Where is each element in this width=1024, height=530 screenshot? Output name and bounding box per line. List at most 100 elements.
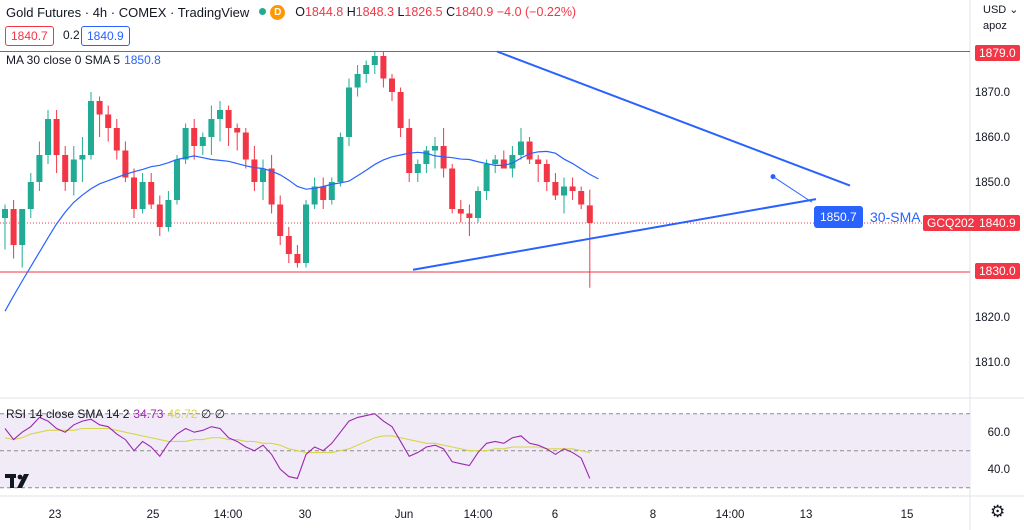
ma-legend-label: MA 30 close 0 SMA 5 (6, 53, 121, 67)
price-tick-label: 1810.0 (975, 357, 1010, 369)
chevron-down-icon: ⌄ (1009, 4, 1019, 16)
candle-body (139, 182, 146, 209)
candle-body (156, 204, 163, 227)
time-tick-label: 15 (901, 509, 914, 521)
candle-body (251, 159, 258, 182)
gear-icon[interactable]: ⚙ (990, 502, 1006, 521)
rsi-legend-label: RSI 14 close SMA 14 2 (6, 407, 130, 421)
candle-body (328, 182, 335, 200)
candle-body (45, 119, 51, 155)
candle-body (466, 213, 473, 218)
candle-body (586, 205, 593, 223)
candle-body (79, 155, 86, 160)
time-tick-label: 8 (650, 509, 656, 521)
candle-body (148, 182, 155, 205)
candle-body (208, 119, 215, 137)
time-tick-label: 6 (552, 509, 558, 521)
rsi-pane[interactable]: 40.0 60.0 (0, 413, 1010, 489)
candle-body (578, 191, 585, 205)
candle-body (122, 150, 129, 178)
candle-body (174, 159, 180, 200)
symbol-tag: GCQ2022 (923, 215, 986, 231)
candle-body (397, 92, 404, 128)
candle-body (113, 128, 120, 151)
change-value: −4.0 (−0.22%) (496, 5, 577, 19)
candle-body (234, 128, 241, 133)
candle-body (70, 159, 77, 182)
candle-body (457, 209, 464, 214)
candle-body (19, 209, 26, 245)
low-value: 1826.5 (404, 5, 443, 19)
candle-body (105, 114, 112, 128)
candle-body (260, 168, 266, 182)
candle-body (363, 65, 370, 74)
time-tick-label: 14:00 (716, 509, 745, 521)
candle-body (131, 177, 137, 209)
time-tick-label: 30 (299, 509, 312, 521)
currency-label: USD (983, 4, 1007, 16)
candle-body (62, 155, 69, 182)
ma-projection-line (772, 176, 813, 203)
candle-body (27, 182, 34, 209)
candle-body (414, 164, 421, 173)
time-tick-label: 25 (147, 509, 160, 521)
candle-body (483, 164, 490, 191)
high-label: H (346, 5, 356, 19)
status-dot-icon (259, 8, 267, 15)
candle-body (320, 186, 327, 200)
sell-button[interactable]: 1840.7 (5, 26, 54, 46)
candle-body (371, 56, 378, 65)
tradingview-logo-icon[interactable] (5, 471, 33, 493)
candle-body (552, 182, 559, 196)
candle-body (277, 204, 284, 236)
candle-body (475, 191, 481, 218)
time-tick-label: 23 (49, 509, 62, 521)
candle-body (500, 159, 507, 169)
price-tick-label: 1860.0 (975, 132, 1010, 144)
candle-body (543, 164, 550, 182)
time-tick-label: 14:00 (464, 509, 493, 521)
candle-body (294, 254, 301, 263)
candle-body (225, 110, 232, 128)
rsi-sma-line (4, 427, 590, 454)
last-price-tag: 1840.9 (975, 215, 1020, 231)
candle-body (432, 146, 438, 151)
candle-body (492, 159, 499, 164)
candle-body (285, 236, 292, 254)
candle-body (165, 200, 172, 227)
candle-body (268, 168, 275, 205)
time-tick-label: 13 (800, 509, 813, 521)
buy-button[interactable]: 1840.9 (81, 26, 130, 46)
candle-body (182, 128, 189, 160)
ma30-line (4, 150, 599, 312)
open-value: 1844.8 (304, 5, 344, 19)
sma-price-label: 1850.7 (814, 206, 863, 228)
rsi-legend[interactable]: RSI 14 close SMA 14 2 34.73 46.72 ∅ ∅ (6, 407, 225, 421)
currency-selector[interactable]: USD ⌄ (983, 3, 1019, 16)
symbol-title[interactable]: Gold Futures · 4h · COMEX · TradingView (6, 4, 250, 20)
candle-body (518, 141, 524, 155)
candle-body (561, 186, 567, 196)
candle-body (526, 141, 533, 160)
close-label: C (446, 5, 456, 19)
candle-body (10, 209, 17, 245)
resistance-price-tag: 1879.0 (975, 45, 1020, 61)
candle-body (423, 150, 430, 164)
ma-legend[interactable]: MA 30 close 0 SMA 5 1850.8 (6, 53, 161, 67)
market-status-indicator: D (259, 4, 286, 20)
candle-body (2, 209, 8, 218)
rsi-value: 34.73 (133, 407, 164, 421)
lower-trendline (412, 198, 817, 271)
ohlc-values: O1844.8 H1848.3 L1826.5 C1840.9 −4.0 (−0… (295, 5, 576, 19)
rsi-tick-label: 40.0 (988, 464, 1010, 476)
scale-mode-selector[interactable]: apoz (983, 20, 1007, 32)
candle-body (509, 155, 516, 169)
candle-body (346, 87, 352, 137)
low-label: L (397, 5, 405, 19)
candle-body (311, 186, 318, 205)
candle-body (88, 101, 94, 155)
candle-body (242, 132, 249, 160)
candle-body (389, 78, 395, 92)
